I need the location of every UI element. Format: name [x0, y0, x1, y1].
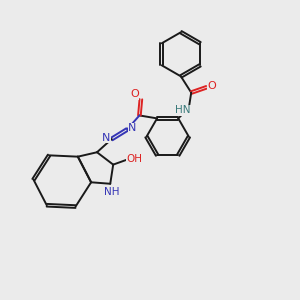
Text: O: O [208, 81, 216, 91]
Text: NH: NH [104, 187, 119, 197]
Text: N: N [102, 133, 111, 143]
Text: HN: HN [175, 105, 190, 115]
Text: OH: OH [126, 154, 142, 164]
Text: O: O [130, 89, 139, 99]
Text: N: N [128, 123, 136, 134]
